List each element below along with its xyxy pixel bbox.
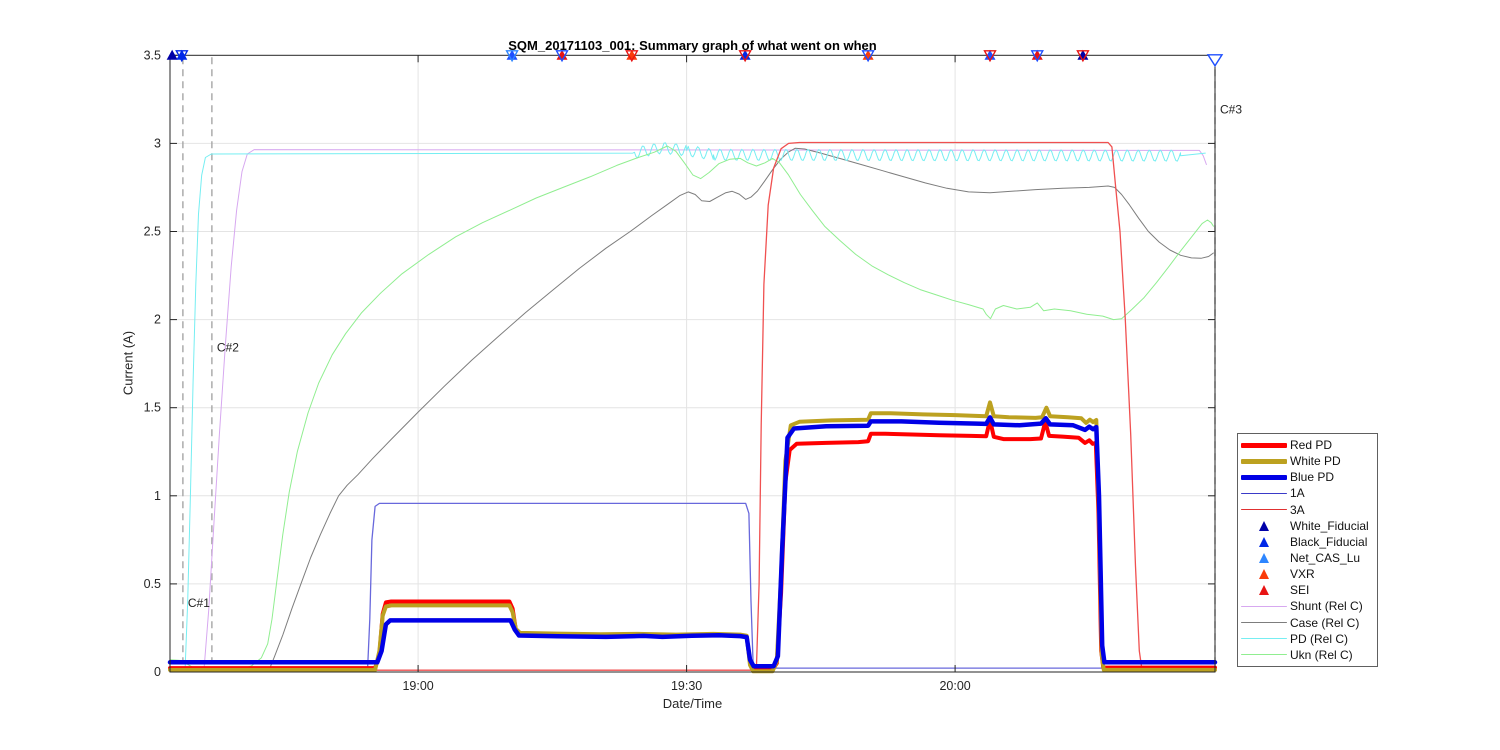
event-marker-up-triangle	[984, 49, 996, 60]
event-marker-up-triangle	[556, 49, 568, 60]
event-marker-up-triangle	[176, 49, 188, 60]
legend-entry-blue-pd: Blue PD	[1238, 470, 1377, 485]
legend-label: SEI	[1290, 583, 1310, 598]
y-tick-label: 2	[154, 313, 161, 327]
event-marker-down-triangle	[625, 50, 639, 63]
series-3a	[169, 141, 1216, 671]
axes-box: 19:00 19:30 20:00 0 0.5 1 1.5 2 2.5 3 3.5	[144, 48, 1216, 693]
legend-label: 1A	[1290, 486, 1305, 501]
event-marker-up-triangle	[1031, 49, 1043, 60]
legend-entry-pd-rel-c-: PD (Rel C)	[1238, 631, 1377, 646]
event-marker-up-triangle	[166, 49, 178, 60]
cursor-label-C2: C#2	[217, 340, 239, 354]
x-tick-label: 19:00	[402, 679, 433, 693]
cursor-label-C1: C#1	[188, 596, 210, 610]
y-tick-label: 2.5	[144, 225, 161, 239]
legend-triangle-marker	[1238, 569, 1290, 580]
cursor-label-C3: C#3	[1220, 102, 1242, 116]
series-blue-pd	[167, 415, 1218, 669]
series-white-pd	[168, 400, 1217, 674]
legend-label: Case (Rel C)	[1290, 615, 1360, 630]
y-tick-label: 3	[154, 136, 161, 150]
legend-label: Ukn (Rel C)	[1290, 647, 1353, 662]
legend-line-sample	[1238, 654, 1290, 656]
chart-title: SQM_20171103_001: Summary graph of what …	[508, 38, 877, 53]
legend-triangle-marker	[1238, 520, 1290, 531]
event-marker-down-triangle	[175, 50, 189, 63]
legend-line-sample	[1238, 622, 1290, 624]
legend-entry-3a: 3A	[1238, 502, 1377, 517]
legend-label: White PD	[1290, 454, 1341, 469]
legend-entry-net-cas-lu: Net_CAS_Lu	[1238, 551, 1377, 566]
legend-label: VXR	[1290, 567, 1315, 582]
legend-label: PD (Rel C)	[1290, 631, 1349, 646]
legend-line-sample	[1238, 509, 1290, 511]
series-1a	[169, 502, 1216, 670]
legend-entry-ukn-rel-c-: Ukn (Rel C)	[1238, 647, 1377, 662]
y-tick-label: 0.5	[144, 577, 161, 591]
legend-line-sample	[1238, 442, 1290, 448]
legend-label: White_Fiducial	[1290, 518, 1369, 533]
event-marker-up-triangle	[626, 49, 638, 60]
event-marker-up-triangle	[862, 49, 874, 60]
event-marker-down-triangle	[555, 50, 569, 63]
event-markers	[166, 49, 1224, 68]
legend-line-sample	[1238, 638, 1290, 640]
legend-triangle-marker	[1238, 585, 1290, 596]
legend-label: Blue PD	[1290, 470, 1335, 485]
series-shunt-rel-c	[169, 149, 1207, 673]
legend-label: Net_CAS_Lu	[1290, 551, 1361, 566]
event-marker-down-triangle	[738, 50, 752, 63]
legend-line-sample	[1238, 492, 1290, 494]
legend-line-sample	[1238, 474, 1290, 480]
legend-label: 3A	[1290, 502, 1305, 517]
y-tick-label: 3.5	[144, 48, 161, 62]
event-marker-up-triangle	[1077, 49, 1089, 60]
event-marker-up-triangle	[739, 49, 751, 60]
series-lines	[167, 141, 1218, 674]
legend-entry-sei: SEI	[1238, 583, 1377, 598]
series-ukn-rel-c	[169, 145, 1214, 672]
event-marker-down-triangle	[861, 50, 875, 63]
legend-entry-white-fiducial: White_Fiducial	[1238, 518, 1377, 533]
legend-entry-black-fiducial: Black_Fiducial	[1238, 534, 1377, 549]
y-tick-label: 1	[154, 489, 161, 503]
x-tick-label: 19:30	[671, 679, 702, 693]
legend-entry-white-pd: White PD	[1238, 454, 1377, 469]
series-case-rel-c	[267, 147, 1214, 673]
legend-entry-red-pd: Red PD	[1238, 438, 1377, 453]
x-tick-label: 20:00	[939, 679, 970, 693]
event-marker-down-triangle	[1206, 54, 1224, 68]
legend-label: Red PD	[1290, 438, 1333, 453]
event-marker-down-triangle	[983, 50, 997, 63]
legend-entry-case-rel-c-: Case (Rel C)	[1238, 615, 1377, 630]
cursor-labels: C#1 C#2 C#3	[188, 102, 1242, 609]
legend-triangle-marker	[1238, 536, 1290, 547]
legend-line-sample	[1238, 605, 1290, 607]
y-tick-label: 0	[154, 665, 161, 679]
gridlines	[170, 55, 1215, 672]
x-axis-label: Date/Time	[662, 696, 723, 711]
legend-line-sample	[1238, 458, 1290, 464]
legend-triangle-marker	[1238, 553, 1290, 564]
legend-entry-vxr: VXR	[1238, 567, 1377, 582]
legend: Red PD White PD Blue PD 1A 3A White_Fiducial B…	[1237, 433, 1378, 667]
legend-label: Shunt (Rel C)	[1290, 599, 1363, 614]
event-marker-down-triangle	[1030, 50, 1044, 63]
legend-entry-shunt-rel-c-: Shunt (Rel C)	[1238, 599, 1377, 614]
event-marker-up-triangle	[506, 49, 518, 60]
series-pd-rel-c	[184, 142, 1206, 673]
event-marker-down-triangle	[505, 50, 519, 63]
y-tick-label: 1.5	[144, 401, 161, 415]
legend-label: Black_Fiducial	[1290, 534, 1368, 549]
legend-entry-1a: 1A	[1238, 486, 1377, 501]
event-marker-down-triangle	[1076, 50, 1090, 63]
